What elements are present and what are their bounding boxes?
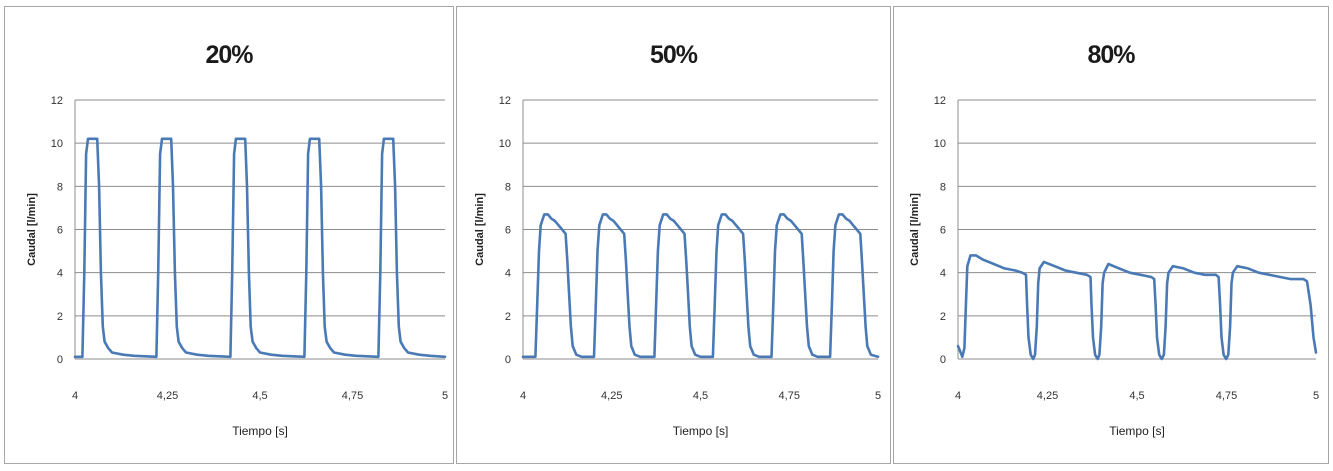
x-tick-label: 4,75 [779, 390, 800, 402]
x-tick-label: 4,5 [252, 390, 267, 402]
chart-panel-50: 50% 0 2 4 6 8 10 12 4 4,25 4,5 4,75 5 Tiempo [s] Caud… [456, 6, 891, 464]
x-axis-label: Tiempo [s] [673, 424, 729, 438]
y-tick-label: 2 [57, 311, 63, 323]
y-tick-label: 6 [505, 225, 511, 237]
gridlines [523, 99, 878, 317]
y-tick-label: 8 [57, 181, 63, 193]
x-tick-label: 4,5 [1129, 390, 1144, 402]
x-tick-label: 4,5 [693, 390, 708, 402]
y-tick-label: 8 [505, 181, 511, 193]
y-tick-label: 6 [57, 225, 63, 237]
y-tick-label: 10 [499, 138, 511, 150]
x-tick-label: 4 [520, 390, 526, 402]
x-tick-label: 4,25 [1037, 390, 1058, 402]
chart-title: 20% [205, 41, 253, 69]
y-tick-label: 4 [505, 268, 511, 280]
x-tick-label: 4,25 [601, 390, 622, 402]
y-tick-label: 12 [51, 95, 63, 107]
x-tick-label: 5 [1313, 390, 1319, 402]
y-tick-label: 4 [57, 268, 63, 280]
y-tick-label: 6 [940, 225, 946, 237]
y-tick-label: 2 [940, 311, 946, 323]
gridlines [75, 99, 445, 317]
series-line [956, 254, 1318, 361]
chart-title: 80% [1087, 41, 1135, 69]
y-tick-label: 10 [934, 138, 946, 150]
x-tick-label: 5 [442, 390, 448, 402]
y-axis-label: Caudal [l/min] [909, 193, 921, 266]
gridlines [958, 99, 1316, 317]
x-axis-label: Tiempo [s] [232, 424, 288, 438]
series-line [521, 213, 880, 359]
x-tick-label: 5 [875, 390, 881, 402]
chart-panel-80: 80% 0 2 4 6 8 10 12 4 4,25 4,5 4,75 5 Tiempo [s] Caud… [893, 6, 1329, 464]
chart-panel-20: 20% 0 2 4 6 8 10 12 4 4,25 4,5 4,75 5 Tiempo [s] Caud… [4, 6, 454, 464]
series-line [73, 137, 447, 359]
y-tick-label: 10 [51, 138, 63, 150]
x-tick-label: 4 [955, 390, 961, 402]
chart-svg: 0 2 4 6 8 10 12 4 4,25 4,5 4,75 5 Tiempo [s] Caudal [… [909, 95, 1319, 438]
x-tick-label: 4,25 [157, 390, 178, 402]
y-tick-label: 12 [934, 95, 946, 107]
y-tick-label: 2 [505, 311, 511, 323]
y-tick-label: 4 [940, 268, 946, 280]
x-axis-label: Tiempo [s] [1109, 424, 1165, 438]
y-tick-label: 0 [57, 354, 63, 366]
x-tick-label: 4,75 [1216, 390, 1237, 402]
y-axis-label: Caudal [l/min] [26, 193, 38, 266]
y-tick-label: 8 [940, 181, 946, 193]
x-tick-label: 4,75 [342, 390, 363, 402]
y-tick-label: 0 [940, 354, 946, 366]
chart-title: 50% [649, 41, 698, 69]
x-tick-label: 4 [72, 390, 78, 402]
chart-svg: 0 2 4 6 8 10 12 4 4,25 4,5 4,75 5 Tiempo [s] Caudal [… [474, 95, 881, 438]
y-tick-label: 12 [499, 95, 511, 107]
chart-svg: 0 2 4 6 8 10 12 4 4,25 4,5 4,75 5 Tiempo [s] Caudal [… [26, 95, 448, 438]
y-tick-label: 0 [505, 354, 511, 366]
y-axis-label: Caudal [l/min] [474, 193, 486, 266]
